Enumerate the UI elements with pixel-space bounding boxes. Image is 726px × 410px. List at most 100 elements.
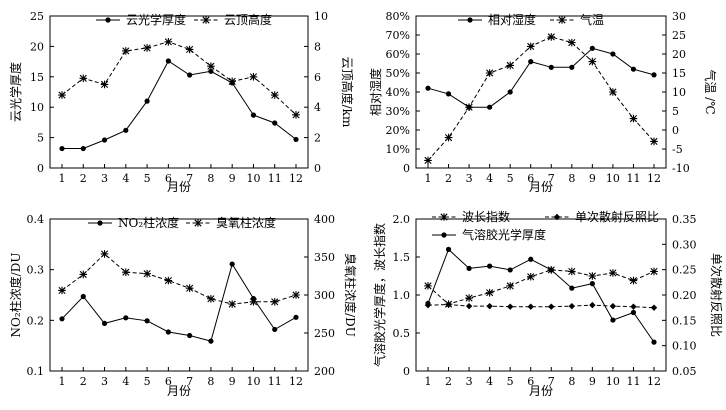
x-tick-label: 6 — [165, 375, 172, 388]
data-point-series-2 — [100, 250, 109, 258]
data-point-series-2 — [547, 33, 556, 41]
data-point-series-1 — [528, 59, 534, 65]
x-tick-label: 3 — [101, 375, 108, 388]
data-point-series-1 — [229, 261, 235, 267]
x-tick-label: 7 — [548, 375, 555, 388]
data-point-series-2 — [58, 286, 66, 295]
x-tick-label: 4 — [122, 172, 129, 185]
data-point-series-1 — [144, 98, 150, 104]
x-tick-label: 12 — [647, 172, 661, 185]
data-point-series-2 — [630, 303, 637, 310]
y-axis-title: 云光学厚度 — [8, 62, 23, 122]
data-point-series-1 — [293, 136, 299, 143]
legend-marker — [97, 220, 103, 226]
x-tick-label: 2 — [80, 172, 87, 185]
data-point-series-2 — [609, 302, 617, 310]
legend-label: 气温 — [580, 12, 604, 27]
series-line-2 — [61, 253, 297, 305]
data-point-series-2 — [58, 91, 66, 99]
y2-tick-label: 200 — [314, 365, 335, 378]
y2-tick-label: 4 — [314, 101, 321, 114]
plot-frame — [415, 15, 667, 169]
data-point-series-2 — [249, 298, 258, 306]
legend-label: 气溶胶光学厚度 — [462, 227, 546, 242]
y2-tick-label: 25 — [672, 29, 686, 42]
data-point-series-2 — [568, 302, 576, 310]
series-line-1 — [427, 269, 655, 305]
data-point-series-2 — [650, 137, 658, 146]
data-point-series-1 — [123, 127, 129, 133]
x-tick-label: 11 — [626, 375, 640, 388]
y2-tick-label: 0.25 — [672, 264, 697, 277]
data-point-series-3 — [507, 267, 513, 273]
data-point-series-2 — [207, 62, 215, 70]
data-point-series-2 — [609, 88, 617, 96]
x-tick-label: 5 — [507, 172, 514, 185]
data-point-series-2 — [79, 270, 88, 279]
x-tick-label: 2 — [445, 375, 452, 388]
x-tick-label: 10 — [606, 172, 620, 185]
legend-marker — [440, 213, 448, 221]
data-point-series-1 — [465, 294, 473, 302]
y2-tick-label: 0.30 — [672, 238, 697, 251]
data-point-series-3 — [487, 263, 493, 269]
y2-tick-label: 0.15 — [672, 314, 697, 327]
data-point-series-1 — [548, 64, 554, 70]
data-point-series-3 — [528, 256, 534, 262]
x-tick-label: 3 — [466, 172, 473, 185]
y2-tick-label: 10 — [314, 10, 328, 23]
data-point-series-1 — [293, 314, 299, 320]
y2-axis-title: 单次散射反照比 — [709, 253, 724, 337]
data-point-series-1 — [165, 329, 171, 335]
y-axis-title: 相对湿度 — [368, 68, 383, 116]
legend-label: 云光学厚度 — [126, 12, 186, 27]
x-tick-label: 8 — [207, 375, 214, 388]
y-tick-label: 10% — [386, 143, 410, 156]
x-tick-label: 4 — [486, 375, 493, 388]
data-point-series-2 — [486, 302, 493, 310]
x-tick-label: 1 — [425, 375, 432, 388]
y-tick-label: 0 — [403, 162, 410, 175]
y-axis-title: NO₂柱浓度/DU — [8, 253, 23, 338]
chart-panel-2: 1 2 3 4 5 6 7 8 9 10 11 12月份010%20%30%40%50%60%70%8… — [368, 10, 718, 194]
y2-tick-label: 6 — [314, 71, 321, 84]
y-tick-label: 25 — [30, 10, 44, 23]
y-tick-label: 1.0 — [393, 289, 411, 302]
x-tick-label: 2 — [80, 375, 87, 388]
data-point-series-1 — [650, 267, 658, 276]
y2-tick-label: 2 — [314, 132, 321, 145]
x-tick-label: 6 — [165, 172, 172, 185]
data-point-series-1 — [144, 318, 150, 324]
data-point-series-3 — [548, 267, 554, 273]
data-point-series-2 — [465, 302, 473, 310]
x-axis-title: 月份 — [167, 180, 191, 194]
x-tick-label: 10 — [246, 375, 260, 388]
data-point-series-3 — [651, 339, 657, 345]
data-point-series-1 — [187, 332, 193, 339]
x-tick-label: 12 — [647, 375, 661, 388]
data-point-series-2 — [465, 103, 473, 111]
data-point-series-2 — [143, 44, 151, 52]
y-tick-label: 0.4 — [27, 213, 45, 226]
data-point-series-2 — [485, 69, 494, 77]
y-tick-label: 80% — [386, 10, 410, 23]
x-tick-label: 12 — [289, 172, 303, 185]
x-tick-label: 4 — [122, 375, 129, 388]
y2-tick-label: 350 — [314, 251, 335, 264]
legend-marker — [553, 213, 561, 221]
data-point-series-1 — [272, 120, 278, 126]
y-tick-label: 0.1 — [27, 365, 45, 378]
x-tick-label: 4 — [486, 172, 493, 185]
data-point-series-2 — [548, 303, 555, 310]
y2-tick-label: 30 — [672, 10, 686, 23]
y2-tick-label: 20 — [672, 48, 686, 61]
chart-panel-3: 1 2 3 4 5 6 7 8 9 10 11 12月份0.10.20.30.420025030035… — [8, 213, 358, 398]
y2-tick-label: 8 — [314, 40, 321, 53]
y2-axis-title: 气温 /℃ — [703, 69, 718, 114]
x-tick-label: 5 — [144, 172, 151, 185]
x-tick-label: 8 — [207, 172, 214, 185]
x-tick-label: 3 — [101, 172, 108, 185]
data-point-series-2 — [100, 80, 109, 89]
legend-marker — [194, 219, 202, 227]
